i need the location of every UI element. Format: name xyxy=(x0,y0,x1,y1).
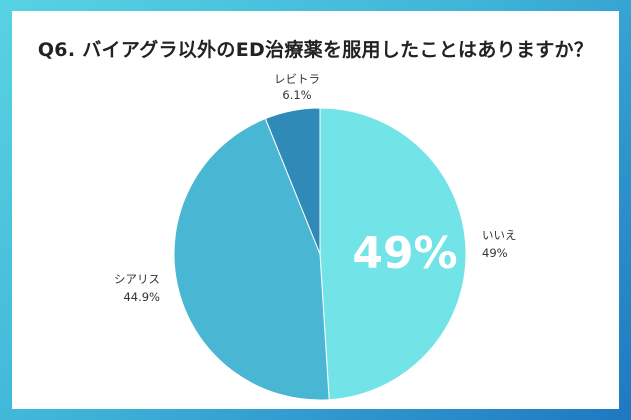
highlight-percent-label: 49% xyxy=(352,228,457,279)
slice-label-3: レビトラ xyxy=(274,72,320,86)
slice-label-2: シアリス xyxy=(114,272,160,286)
slice-value-3: 6.1% xyxy=(282,88,311,102)
slice-value-1: 49% xyxy=(482,246,508,260)
slice-value-2: 44.9% xyxy=(123,290,160,304)
pie-chart: いいえ 49% シアリス 44.9% レビトラ 6.1% 49% xyxy=(114,72,517,401)
chart-card: Q6. バイアグラ以外のED治療薬を服用したことはありますか？ いいえ 49% シア… xyxy=(12,11,619,409)
pie-slice-3 xyxy=(264,107,321,255)
pie-slice-2 xyxy=(173,117,330,401)
chart-title: Q6. バイアグラ以外のED治療薬を服用したことはありますか？ xyxy=(37,39,594,61)
slice-label-1: いいえ xyxy=(482,228,517,242)
pie-slice-1 xyxy=(319,107,467,401)
